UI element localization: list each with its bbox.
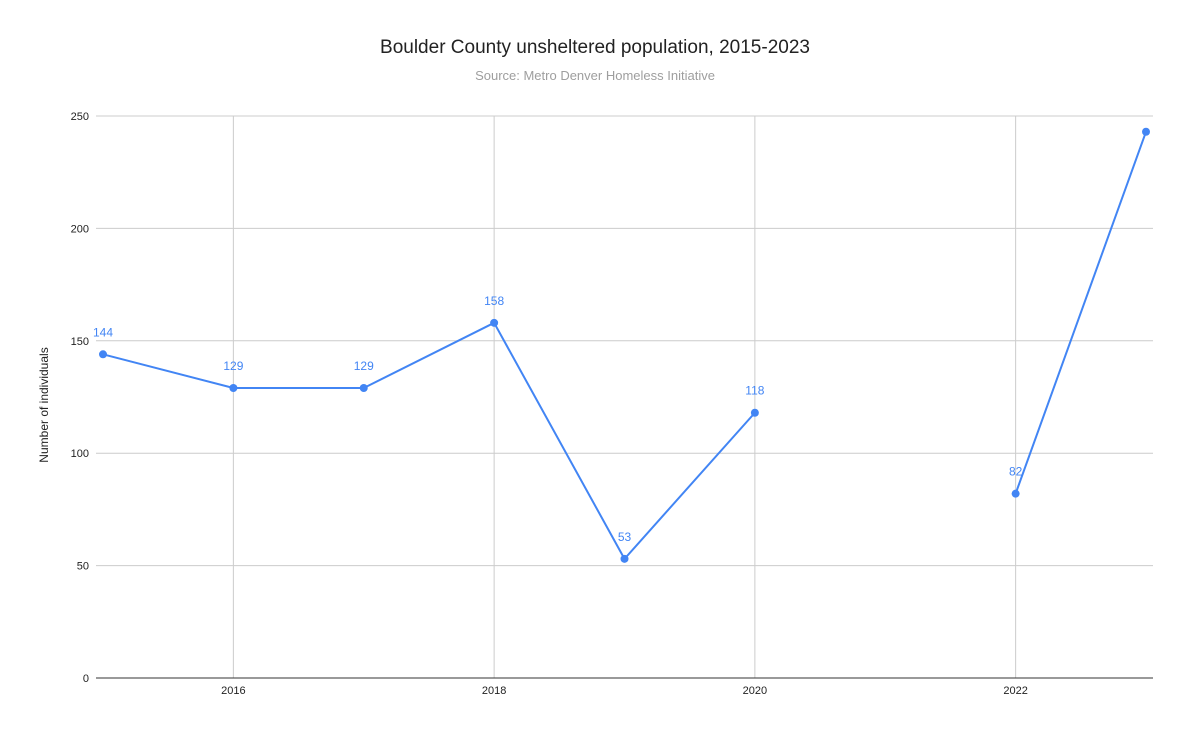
data-label: 144 [93, 325, 113, 339]
data-point [229, 384, 238, 393]
data-point [750, 408, 759, 417]
chart-subtitle: Source: Metro Denver Homeless Initiative [475, 68, 715, 83]
data-labels: 144 129 129 158 53 118 82 [93, 294, 1023, 544]
gridlines [96, 115, 1153, 678]
data-points [99, 127, 1150, 563]
data-label: 82 [1009, 465, 1023, 479]
y-tick-label: 150 [71, 336, 89, 348]
y-tick-label: 50 [77, 561, 89, 573]
data-label: 129 [354, 359, 374, 373]
data-point [99, 350, 107, 359]
chart-title: Boulder County unsheltered population, 2… [380, 37, 810, 58]
y-axis-label: Number of individuals [37, 347, 51, 462]
data-point [620, 554, 629, 563]
data-label: 53 [618, 530, 632, 544]
data-label: 118 [745, 384, 764, 398]
y-tick-label: 0 [83, 673, 89, 685]
data-label: 158 [484, 294, 504, 308]
x-tick-label: 2020 [743, 685, 767, 697]
data-label: 129 [223, 359, 243, 373]
x-tick-label: 2016 [221, 685, 245, 697]
data-point [1142, 127, 1150, 136]
series-line [1014, 131, 1147, 495]
data-point [359, 384, 368, 393]
series-line [102, 321, 756, 560]
y-tick-label: 200 [71, 223, 89, 235]
x-tick-label: 2018 [482, 685, 506, 697]
y-tick-label: 100 [71, 448, 89, 460]
y-tick-label: 250 [71, 111, 89, 123]
data-point [490, 318, 499, 327]
series-lines [102, 131, 1147, 560]
x-tick-label: 2022 [1003, 685, 1027, 697]
tick-labels: 0 50 100 150 200 250 2016 2018 2020 2022 [71, 111, 1028, 697]
data-point [1011, 489, 1020, 498]
